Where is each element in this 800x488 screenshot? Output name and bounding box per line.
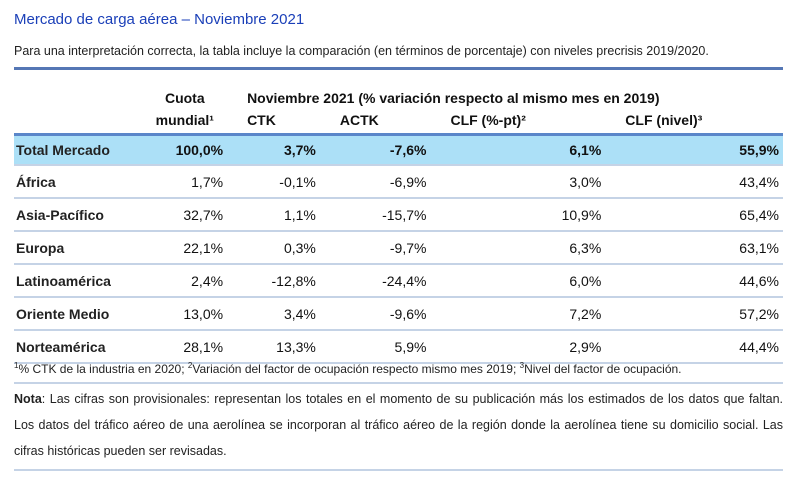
header-row-1: Cuota Noviembre 2021 (% variación respec… bbox=[14, 69, 783, 106]
table-row: Norteamérica 28,1% 13,3% 5,9% 2,9% 44,4% bbox=[14, 330, 783, 364]
region-cell: Latinoamérica bbox=[14, 264, 143, 298]
ctk-cell: 13,3% bbox=[227, 330, 320, 364]
header-group: Noviembre 2021 (% variación respecto al … bbox=[247, 90, 660, 106]
region-cell: África bbox=[14, 165, 143, 199]
ctk-cell: 3,7% bbox=[227, 133, 320, 166]
clf-pt-cell: 6,3% bbox=[430, 231, 606, 265]
table-row: Asia-Pacífico 32,7% 1,1% -15,7% 10,9% 65,4% bbox=[14, 198, 783, 232]
clf-nivel-cell: 44,6% bbox=[605, 264, 783, 298]
footnote-3: Nivel del factor de ocupación. bbox=[524, 362, 682, 376]
actk-cell: -15,7% bbox=[319, 198, 431, 232]
actk-cell: -9,7% bbox=[319, 231, 431, 265]
header-actk: ACTK bbox=[339, 111, 379, 128]
header-clf-pt: CLF (%-pt)² bbox=[450, 111, 526, 128]
clf-pt-cell: 6,1% bbox=[430, 133, 606, 166]
clf-pt-cell: 3,0% bbox=[430, 165, 606, 199]
table-row: África 1,7% -0,1% -6,9% 3,0% 43,4% bbox=[14, 165, 783, 199]
cuota-cell: 100,0% bbox=[142, 133, 228, 166]
region-cell: Total Mercado bbox=[14, 133, 143, 166]
cargo-market-table: Cuota Noviembre 2021 (% variación respec… bbox=[14, 67, 783, 364]
actk-cell: -24,4% bbox=[319, 264, 431, 298]
header-row-2: mundial¹ CTK ACTK CLF (%-pt)² CLF (nivel… bbox=[14, 106, 783, 135]
ctk-cell: -0,1% bbox=[227, 165, 320, 199]
ctk-cell: -12,8% bbox=[227, 264, 320, 298]
clf-nivel-cell: 55,9% bbox=[605, 133, 783, 166]
region-cell: Norteamérica bbox=[14, 330, 143, 364]
total-row: Total Mercado 100,0% 3,7% -7,6% 6,1% 55,9% bbox=[14, 133, 783, 166]
footnote-marker: 1 bbox=[14, 361, 19, 370]
cuota-cell: 32,7% bbox=[142, 198, 228, 232]
clf-nivel-cell: 63,1% bbox=[605, 231, 783, 265]
clf-pt-cell: 2,9% bbox=[430, 330, 606, 364]
clf-nivel-cell: 44,4% bbox=[605, 330, 783, 364]
clf-pt-cell: 6,0% bbox=[430, 264, 606, 298]
actk-cell: 5,9% bbox=[319, 330, 431, 364]
actk-cell: -7,6% bbox=[319, 133, 431, 166]
cuota-cell: 22,1% bbox=[142, 231, 228, 265]
clf-pt-cell: 10,9% bbox=[430, 198, 606, 232]
region-cell: Europa bbox=[14, 231, 143, 265]
footnote-2: Variación del factor de ocupación respec… bbox=[192, 362, 520, 376]
region-cell: Oriente Medio bbox=[14, 297, 143, 331]
header-ctk: CTK bbox=[247, 111, 276, 128]
page-title: Mercado de carga aérea – Noviembre 2021 bbox=[14, 11, 305, 28]
subtitle: Para una interpretación correcta, la tab… bbox=[14, 44, 709, 58]
footnote-marker: 3 bbox=[519, 361, 525, 370]
actk-cell: -9,6% bbox=[319, 297, 431, 331]
note-text: : Las cifras son provisionales: represen… bbox=[14, 392, 783, 458]
note-label: Nota bbox=[14, 392, 42, 406]
cuota-cell: 2,4% bbox=[142, 264, 228, 298]
footnote-marker: 2 bbox=[187, 361, 193, 370]
header-clf-nivel: CLF (nivel)³ bbox=[625, 111, 703, 128]
note: Nota: Las cifras son provisionales: repr… bbox=[14, 386, 783, 471]
table-row: Oriente Medio 13,0% 3,4% -9,6% 7,2% 57,2% bbox=[14, 297, 783, 331]
ctk-cell: 1,1% bbox=[227, 198, 320, 232]
actk-cell: -6,9% bbox=[319, 165, 431, 199]
cuota-cell: 13,0% bbox=[142, 297, 228, 331]
table-row: Latinoamérica 2,4% -12,8% -24,4% 6,0% 44,6% bbox=[14, 264, 783, 298]
clf-nivel-cell: 57,2% bbox=[605, 297, 783, 331]
clf-pt-cell: 7,2% bbox=[430, 297, 606, 331]
region-cell: Asia-Pacífico bbox=[14, 198, 143, 232]
header-cuota-mundial: mundial¹ bbox=[155, 111, 214, 128]
footnotes: 1% CTK de la industria en 2020; 2Variaci… bbox=[14, 361, 783, 384]
clf-nivel-cell: 43,4% bbox=[605, 165, 783, 199]
cuota-cell: 28,1% bbox=[142, 330, 228, 364]
ctk-cell: 3,4% bbox=[227, 297, 320, 331]
header-cuota: Cuota bbox=[164, 90, 205, 106]
footnote-1: % CTK de la industria en 2020; bbox=[18, 362, 188, 376]
clf-nivel-cell: 65,4% bbox=[605, 198, 783, 232]
table-row: Europa 22,1% 0,3% -9,7% 6,3% 63,1% bbox=[14, 231, 783, 265]
ctk-cell: 0,3% bbox=[227, 231, 320, 265]
cuota-cell: 1,7% bbox=[142, 165, 228, 199]
